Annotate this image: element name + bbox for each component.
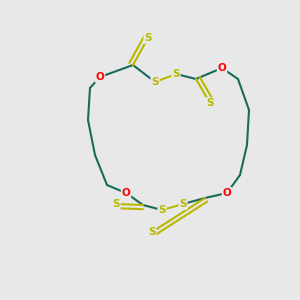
Text: O: O <box>122 188 130 198</box>
Text: O: O <box>223 188 231 198</box>
Text: S: S <box>151 77 159 87</box>
Text: S: S <box>179 199 187 209</box>
Text: S: S <box>172 69 180 79</box>
Text: O: O <box>96 72 104 82</box>
Text: S: S <box>148 227 156 237</box>
Text: S: S <box>206 98 214 108</box>
Text: S: S <box>144 33 152 43</box>
Text: S: S <box>112 199 120 209</box>
Text: S: S <box>158 205 166 215</box>
Text: O: O <box>218 63 226 73</box>
